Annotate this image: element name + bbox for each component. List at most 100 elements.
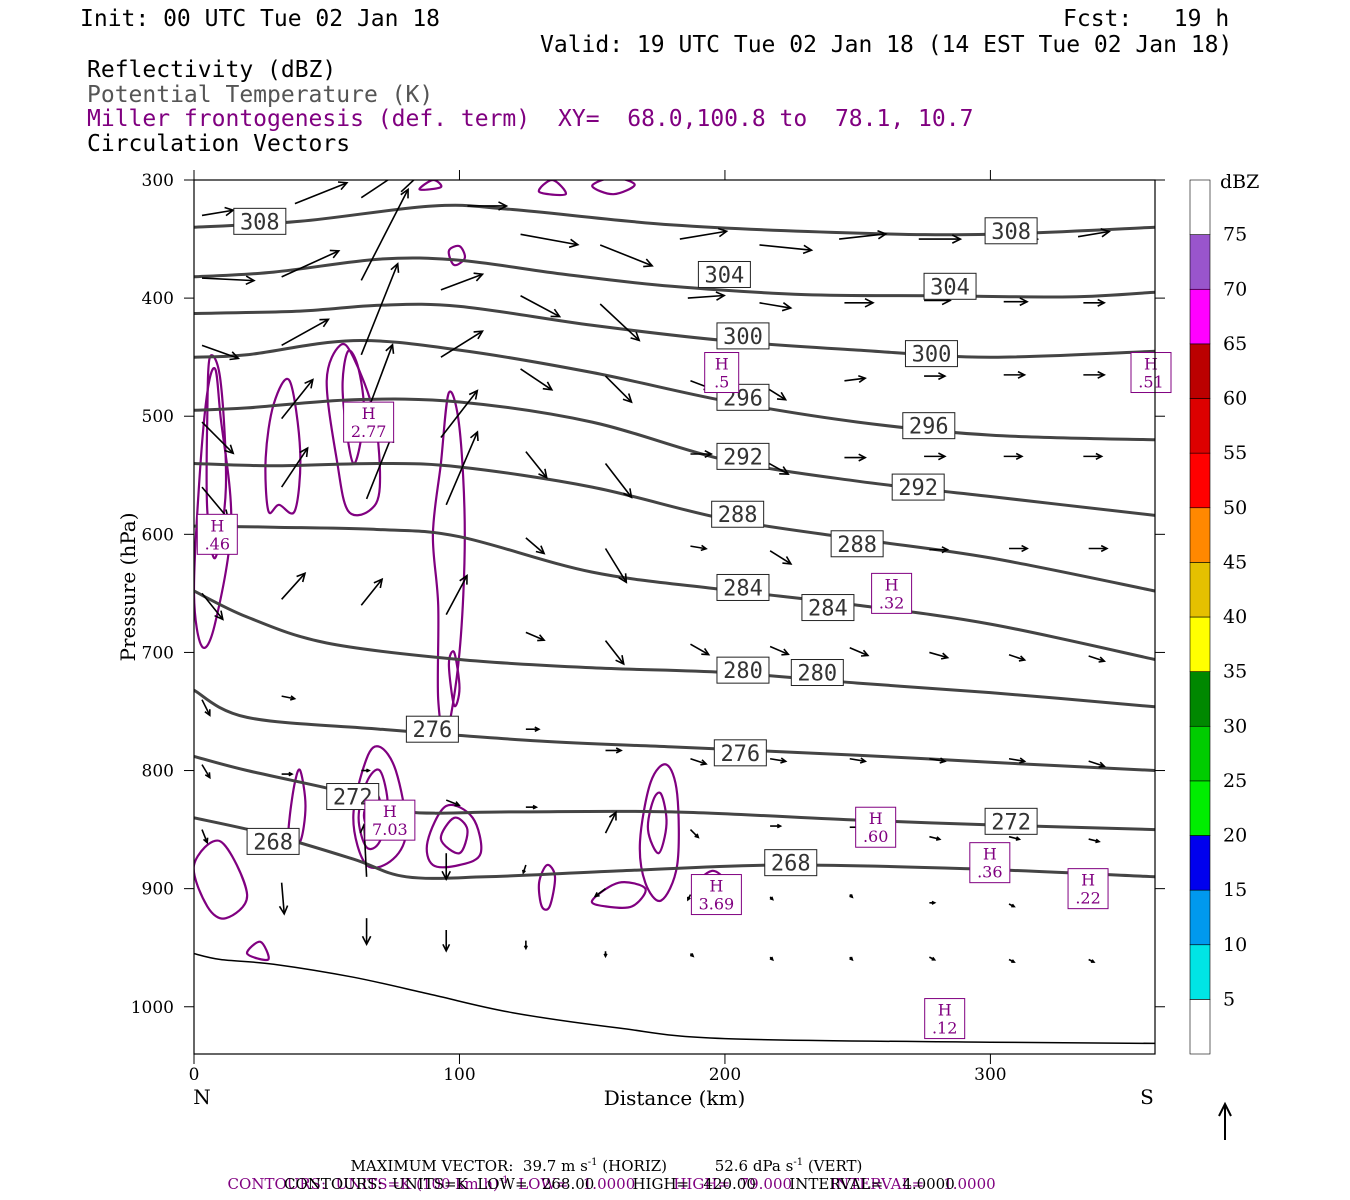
vector-head bbox=[1015, 452, 1024, 461]
frontogenesis-max-value: .32 bbox=[879, 593, 904, 612]
circulation-vector bbox=[201, 344, 241, 361]
vector-shaft bbox=[929, 835, 940, 841]
vector-head bbox=[319, 318, 330, 328]
circulation-vector bbox=[918, 234, 963, 244]
theta-label-box bbox=[711, 500, 765, 528]
colorbar-tick-label: 5 bbox=[1223, 988, 1235, 1010]
max-vector-line: MAXIMUM VECTOR: 39.7 m s-1 (HORIZ) 52.6 … bbox=[350, 1157, 863, 1175]
vector-shaft bbox=[201, 486, 229, 519]
circulation-vector bbox=[849, 893, 854, 899]
circulation-vector bbox=[201, 699, 211, 717]
frontogenesis-max-marker: H bbox=[210, 516, 224, 535]
vector-head bbox=[468, 389, 479, 400]
theta-label-box bbox=[233, 207, 287, 235]
y-tick-label: 600 bbox=[142, 525, 174, 545]
circulation-vector bbox=[689, 829, 700, 839]
circulation-vector bbox=[929, 757, 947, 764]
circulation-vector bbox=[445, 430, 479, 506]
circulation-vector bbox=[679, 227, 729, 240]
vector-head bbox=[1011, 959, 1016, 963]
theta-label-box bbox=[716, 442, 770, 470]
frontogenesis-max-value: .36 bbox=[977, 863, 1002, 882]
circulation-vector bbox=[1083, 298, 1106, 307]
colorbar-tick-label: 15 bbox=[1223, 879, 1247, 901]
vector-shaft bbox=[679, 230, 727, 240]
circulation-vector bbox=[400, 155, 441, 193]
frontogenesis-contour bbox=[590, 881, 647, 910]
vector-head bbox=[781, 302, 793, 312]
colorbar-tick-label: 10 bbox=[1223, 934, 1247, 956]
theta-label: 272 bbox=[991, 810, 1031, 835]
colorbar-tick-label: 60 bbox=[1223, 388, 1247, 410]
vector-head bbox=[1018, 655, 1027, 662]
circulation-vector bbox=[523, 940, 528, 951]
frontogenesis-max-value: 3.69 bbox=[699, 895, 735, 914]
circulation-vector bbox=[593, 888, 606, 898]
vector-head bbox=[568, 238, 580, 249]
circulation-vector bbox=[281, 318, 330, 347]
vector-head bbox=[214, 610, 224, 621]
vector-shaft bbox=[281, 250, 340, 278]
theta-label: 276 bbox=[720, 742, 760, 767]
vector-head bbox=[534, 726, 541, 733]
vector-head bbox=[694, 833, 700, 839]
circulation-vector bbox=[281, 771, 294, 777]
vector-head bbox=[537, 634, 546, 642]
vector-shaft bbox=[849, 757, 866, 763]
vector-head bbox=[622, 393, 633, 404]
vector-shaft bbox=[201, 344, 239, 360]
colorbar-segment bbox=[1189, 234, 1211, 290]
colorbar-tick-label: 30 bbox=[1223, 715, 1247, 737]
vector-shaft bbox=[445, 431, 479, 506]
y-tick-label: 1000 bbox=[131, 998, 174, 1018]
vector-head bbox=[938, 452, 947, 461]
circulation-vector bbox=[690, 449, 714, 459]
circulation-vector bbox=[929, 546, 950, 554]
vector-shaft bbox=[759, 302, 791, 309]
vector-shaft bbox=[360, 189, 409, 281]
vector-head bbox=[860, 649, 870, 657]
circulation-vector bbox=[201, 206, 235, 217]
vector-shaft bbox=[839, 233, 887, 240]
vector-head bbox=[473, 272, 485, 282]
vector-shaft bbox=[445, 575, 468, 616]
colorbar-tick-label: 20 bbox=[1223, 825, 1247, 847]
circulation-vector bbox=[769, 896, 774, 901]
vector-shaft bbox=[520, 233, 578, 246]
vector-head bbox=[1097, 370, 1106, 379]
vector-shaft bbox=[1088, 655, 1105, 662]
theta-label: 292 bbox=[723, 445, 763, 470]
frontogenesis-contour bbox=[447, 244, 467, 267]
vector-shaft bbox=[769, 757, 786, 763]
circulation-vector bbox=[1088, 655, 1107, 663]
vector-shaft bbox=[689, 829, 699, 838]
vector-shaft bbox=[440, 330, 483, 358]
circulation-vector bbox=[599, 244, 654, 268]
vector-head bbox=[1019, 297, 1029, 307]
theta-label: 308 bbox=[991, 220, 1031, 245]
vector-shaft bbox=[294, 182, 348, 205]
colorbar-segment bbox=[1189, 343, 1211, 399]
vector-head bbox=[941, 546, 950, 554]
vector-head bbox=[1100, 228, 1111, 238]
theta-contour-272 bbox=[194, 754, 1155, 832]
colorbar-segment bbox=[1189, 999, 1211, 1055]
vector-head bbox=[432, 155, 441, 164]
vector-head bbox=[849, 894, 854, 899]
plot-frame bbox=[193, 179, 1156, 1055]
colorbar-tick-label: 45 bbox=[1223, 551, 1247, 573]
forecast-hour: Fcst: 19 h bbox=[1063, 6, 1230, 32]
circulation-vector bbox=[1008, 903, 1016, 908]
vector-head bbox=[288, 771, 294, 777]
vector-shaft bbox=[201, 764, 211, 779]
vector-shaft bbox=[360, 578, 383, 606]
cross-section-endpoints: XY= 68.0,100.8 to 78.1, 10.7 bbox=[558, 106, 974, 132]
frontogenesis-contour bbox=[245, 940, 270, 962]
frontogenesis-contour bbox=[325, 342, 382, 517]
theta-label: 280 bbox=[797, 662, 837, 687]
vector-head bbox=[951, 234, 963, 244]
vector-head bbox=[532, 804, 539, 810]
circulation-vector bbox=[599, 303, 641, 342]
vector-shaft bbox=[201, 592, 224, 620]
theta-label: 268 bbox=[253, 830, 293, 855]
